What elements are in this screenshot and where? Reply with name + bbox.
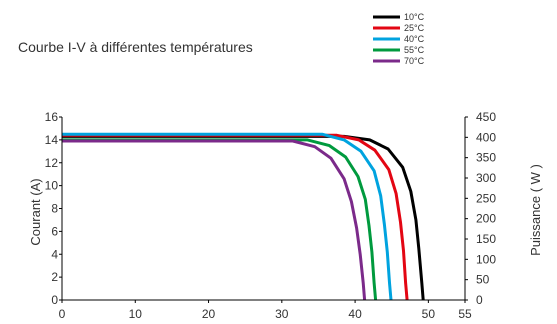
y2-tick-label: 250 (476, 191, 496, 205)
x-tick-label: 55 (458, 307, 472, 321)
y2-tick-label: 50 (476, 273, 490, 287)
y2-tick-label: 300 (476, 171, 496, 185)
y-tick-label: 12 (45, 156, 59, 170)
chart-title: Courbe I-V à différentes températures (18, 39, 253, 55)
y2-tick-label: 200 (476, 212, 496, 226)
y2-tick-label: 0 (476, 293, 483, 307)
y2-tick-label: 400 (476, 130, 496, 144)
series-line-1 (62, 133, 409, 301)
x-tick-label: 0 (59, 307, 66, 321)
y-axis-label: Courant (A) (28, 178, 43, 245)
x-tick-label: 10 (129, 307, 143, 321)
series-line-3 (62, 138, 378, 301)
y-tick-label: 8 (51, 202, 58, 216)
curves (62, 132, 425, 301)
axes: 0 10 20 30 40 50 55 0 2 4 6 8 10 12 14 16 0 50 100 150 200 25… (45, 110, 497, 321)
x-tick-label: 30 (275, 307, 289, 321)
legend-label-0: 10°C (404, 12, 425, 22)
series-line-4 (62, 139, 367, 301)
y2-tick-label: 450 (476, 110, 496, 124)
y2-tick-label: 350 (476, 151, 496, 165)
y-tick-label: 0 (51, 293, 58, 307)
legend-label-2: 40°C (404, 34, 425, 44)
x-tick-label: 40 (348, 307, 362, 321)
y2-axis-label: Puissance ( W ) (528, 164, 543, 256)
y-tick-label: 14 (45, 133, 59, 147)
y-tick-label: 4 (51, 247, 58, 261)
y-tick-label: 6 (51, 224, 58, 238)
series-line-2 (62, 132, 393, 301)
x-tick-label: 20 (202, 307, 216, 321)
legend-label-4: 70°C (404, 56, 425, 66)
y2-tick-label: 100 (476, 252, 496, 266)
y2-tick-label: 150 (476, 232, 496, 246)
legend-label-3: 55°C (404, 45, 425, 55)
y-tick-label: 16 (45, 110, 59, 124)
x-tick-label: 50 (422, 307, 436, 321)
y-tick-label: 10 (45, 179, 59, 193)
legend-label-1: 25°C (404, 23, 425, 33)
y-tick-label: 2 (51, 270, 58, 284)
legend: 10°C25°C40°C55°C70°C (373, 12, 425, 66)
